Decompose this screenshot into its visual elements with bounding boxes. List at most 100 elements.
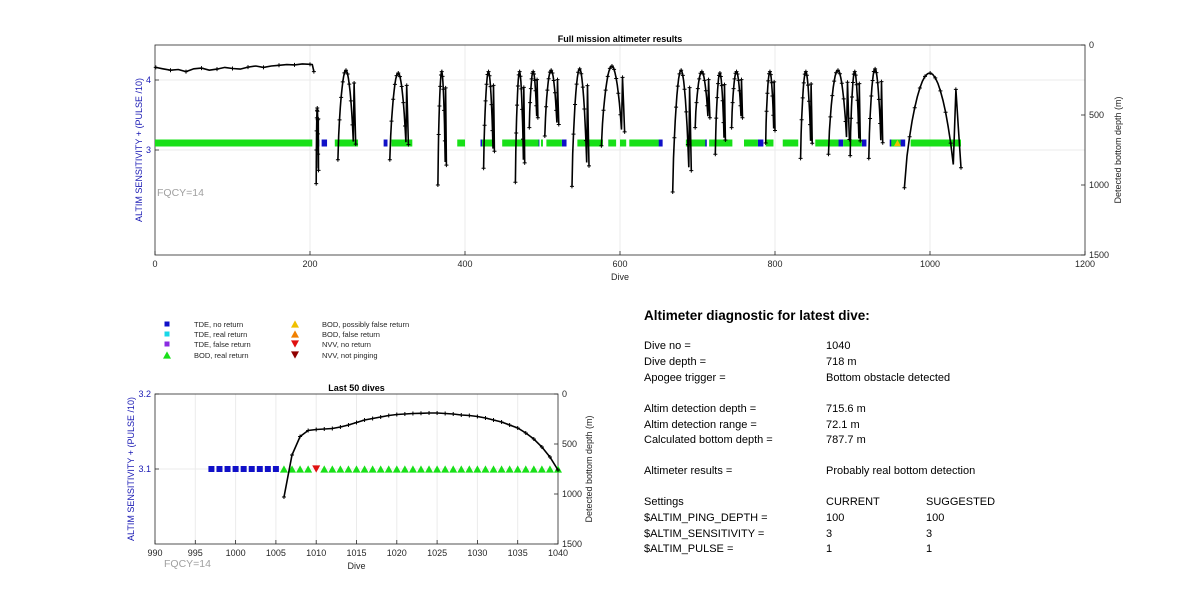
depth-marker bbox=[533, 88, 538, 93]
depth-marker bbox=[843, 119, 848, 124]
depth-marker bbox=[707, 115, 712, 120]
depth-marker bbox=[527, 125, 532, 130]
setting-name: $ALTIM_PING_DEPTH = bbox=[644, 512, 768, 524]
depth-marker bbox=[290, 453, 295, 457]
status-marker-band bbox=[685, 139, 706, 147]
depth-marker bbox=[168, 68, 173, 73]
depth-marker bbox=[928, 71, 933, 76]
depth-marker bbox=[435, 411, 440, 415]
status-marker-band bbox=[457, 139, 465, 147]
status-marker bbox=[537, 465, 546, 473]
depth-marker bbox=[809, 82, 814, 87]
depth-line bbox=[283, 412, 559, 498]
depth-marker bbox=[808, 122, 813, 127]
settings-suggested-header: SUGGESTED bbox=[926, 496, 996, 508]
setting-suggested: 100 bbox=[926, 512, 945, 524]
legend-label: BOD, false return bbox=[322, 330, 380, 339]
y2-tick-label: 500 bbox=[562, 439, 577, 449]
depth-marker bbox=[834, 70, 839, 75]
depth-marker bbox=[845, 80, 850, 85]
depth-line bbox=[544, 69, 560, 137]
status-marker bbox=[240, 466, 247, 472]
setting-suggested: 3 bbox=[926, 528, 933, 540]
depth-marker bbox=[587, 163, 591, 168]
depth-marker bbox=[489, 102, 494, 107]
depth-marker bbox=[720, 98, 725, 103]
status-marker bbox=[344, 465, 353, 473]
depth-marker bbox=[850, 80, 855, 85]
fqcy-annotation: FQCY=14 bbox=[164, 558, 211, 570]
x-tick-label: 1010 bbox=[306, 548, 326, 558]
legend-marker bbox=[291, 351, 299, 359]
depth-marker bbox=[607, 66, 612, 71]
depth-marker bbox=[552, 90, 557, 95]
depth-marker bbox=[348, 98, 353, 103]
depth-marker bbox=[769, 80, 774, 85]
legend-label: NVV, not pinging bbox=[322, 351, 378, 360]
setting-name: $ALTIM_PULSE = bbox=[644, 543, 734, 555]
depth-marker bbox=[277, 63, 281, 68]
depth-marker bbox=[703, 88, 708, 93]
status-marker bbox=[545, 465, 554, 473]
depth-marker bbox=[804, 73, 809, 78]
depth-marker bbox=[841, 96, 846, 101]
status-marker bbox=[505, 465, 514, 473]
status-marker bbox=[224, 466, 231, 472]
status-marker bbox=[360, 465, 369, 473]
depth-marker bbox=[339, 95, 344, 100]
apogee-trigger-label: Apogee trigger = bbox=[644, 372, 726, 384]
depth-marker bbox=[335, 157, 340, 162]
depth-marker bbox=[518, 74, 523, 79]
setting-current: 3 bbox=[826, 528, 833, 540]
depth-marker bbox=[722, 82, 727, 87]
depth-line bbox=[337, 69, 357, 160]
depth-marker bbox=[535, 115, 540, 120]
depth-marker bbox=[697, 76, 702, 81]
depth-marker bbox=[528, 86, 533, 91]
depth-marker bbox=[803, 69, 808, 74]
x-tick-label: 995 bbox=[188, 548, 203, 558]
status-marker-band bbox=[861, 139, 867, 147]
depth-line bbox=[799, 70, 813, 159]
calculated-depth-label: Calculated bottom depth = bbox=[644, 434, 773, 446]
depth-marker bbox=[938, 88, 943, 93]
depth-marker bbox=[907, 134, 912, 139]
depth-marker bbox=[828, 114, 833, 119]
depth-marker bbox=[520, 137, 525, 142]
depth-marker bbox=[315, 109, 320, 114]
depth-marker bbox=[475, 414, 480, 419]
depth-marker bbox=[699, 69, 704, 74]
status-marker-band bbox=[334, 139, 359, 147]
depth-marker bbox=[798, 156, 803, 161]
x-tick-label: 1035 bbox=[508, 548, 528, 558]
depth-marker bbox=[702, 78, 707, 83]
depth-marker bbox=[316, 116, 321, 121]
depth-marker bbox=[848, 153, 853, 158]
depth-marker bbox=[605, 74, 610, 79]
x-tick-label: 800 bbox=[767, 259, 782, 269]
depth-marker bbox=[515, 84, 520, 89]
status-marker bbox=[893, 139, 901, 147]
x-tick-label: 1005 bbox=[266, 548, 286, 558]
depth-marker bbox=[554, 108, 559, 113]
depth-marker bbox=[556, 122, 561, 127]
depth-marker bbox=[436, 132, 441, 137]
depth-marker bbox=[399, 84, 404, 89]
status-marker bbox=[208, 466, 215, 472]
depth-marker bbox=[546, 76, 551, 81]
depth-marker bbox=[519, 86, 524, 91]
legend-marker bbox=[291, 340, 299, 348]
depth-marker bbox=[406, 142, 411, 147]
depth-marker bbox=[902, 185, 907, 190]
depth-marker bbox=[706, 77, 711, 82]
depth-marker bbox=[437, 103, 442, 108]
depth-marker bbox=[765, 91, 770, 96]
depth-marker bbox=[539, 445, 544, 449]
x-tick-label: 1025 bbox=[427, 548, 447, 558]
depth-marker bbox=[386, 413, 391, 418]
chart-title: Last 50 dives bbox=[328, 383, 385, 393]
dive-depth-value: 718 m bbox=[826, 356, 857, 368]
depth-marker bbox=[153, 65, 158, 70]
x-axis-label: Dive bbox=[611, 272, 629, 282]
depth-marker bbox=[736, 78, 741, 83]
